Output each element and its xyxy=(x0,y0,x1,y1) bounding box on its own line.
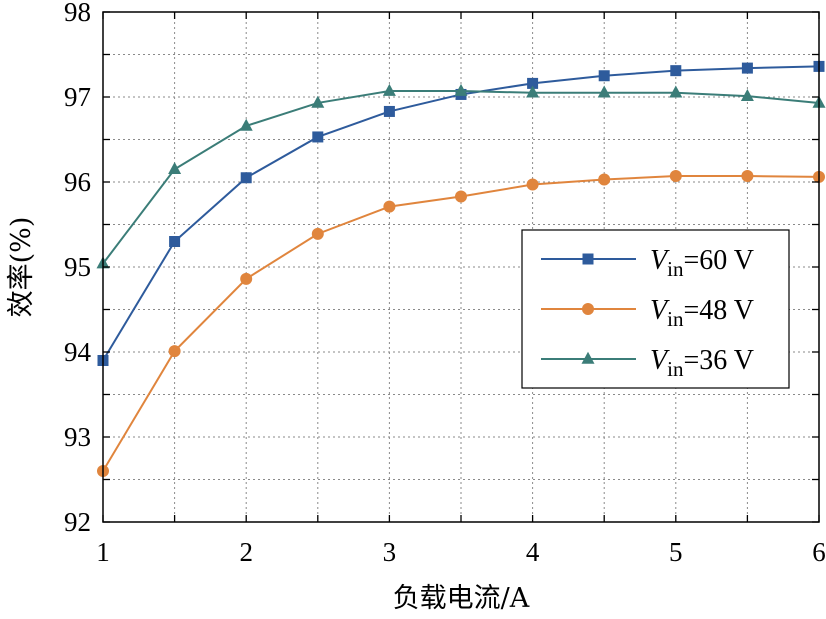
data-point-triangle xyxy=(597,85,611,98)
data-point-circle xyxy=(168,345,181,358)
legend-item: Vin=60 V xyxy=(541,245,754,281)
x-tick-label: 6 xyxy=(812,537,826,567)
data-point-triangle xyxy=(740,88,754,101)
tick-labels: 1 2 3 4 5 6 92 93 94 95 96 97 98 xyxy=(64,0,826,567)
y-tick-label: 94 xyxy=(64,337,92,367)
data-point-square xyxy=(169,236,181,247)
x-tick-label: 5 xyxy=(669,537,683,567)
data-point-circle xyxy=(383,200,396,213)
data-point-circle xyxy=(311,227,324,240)
data-point-circle xyxy=(598,173,611,186)
y-tick-label: 95 xyxy=(64,252,91,282)
y-tick-label: 96 xyxy=(64,167,91,197)
legend-label: Vin=60 V xyxy=(650,245,754,281)
y-tick-label: 93 xyxy=(64,422,91,452)
x-tick-label: 4 xyxy=(526,537,540,567)
data-point-circle xyxy=(741,170,754,183)
data-point-circle xyxy=(455,190,467,203)
data-point-triangle xyxy=(239,118,253,131)
data-point-triangle xyxy=(526,85,540,98)
y-tick-label: 97 xyxy=(64,82,91,112)
data-point-square xyxy=(582,253,594,265)
series-2 xyxy=(97,170,825,477)
data-point-triangle xyxy=(311,95,325,108)
y-axis-title: 效率(%) xyxy=(6,217,37,318)
data-point-triangle xyxy=(454,83,468,96)
axis-ticks xyxy=(102,11,820,523)
data-point-circle xyxy=(582,303,594,315)
data-point-triangle xyxy=(382,83,396,96)
legend-label: Vin=36 V xyxy=(650,345,754,381)
data-point-square xyxy=(312,131,324,143)
data-point-square xyxy=(383,105,395,117)
x-tick-label: 1 xyxy=(96,537,110,567)
data-point-square xyxy=(527,77,539,89)
data-point-triangle xyxy=(669,85,683,98)
y-tick-label: 92 xyxy=(64,507,91,537)
legend-label: Vin=48 V xyxy=(650,295,754,331)
data-point-square xyxy=(670,65,682,77)
legend-items: Vin=60 V Vin=48 V Vin=36 V xyxy=(541,245,754,381)
data-point-circle xyxy=(669,170,682,183)
x-axis-title: 负载电流/A xyxy=(393,583,530,614)
legend-item: Vin=48 V xyxy=(541,295,754,331)
legend-item: Vin=36 V xyxy=(541,345,754,381)
data-point-square xyxy=(741,62,753,74)
data-point-triangle xyxy=(168,162,182,175)
x-tick-label: 2 xyxy=(239,537,253,567)
y-tick-label: 98 xyxy=(64,0,91,27)
data-point-square xyxy=(240,172,252,184)
legend: Vin=60 V Vin=48 V Vin=36 V xyxy=(521,229,790,389)
data-point-square xyxy=(598,70,610,82)
data-point-triangle xyxy=(581,351,595,364)
data-point-circle xyxy=(240,272,253,285)
x-tick-label: 3 xyxy=(383,537,397,567)
data-point-circle xyxy=(526,178,539,191)
